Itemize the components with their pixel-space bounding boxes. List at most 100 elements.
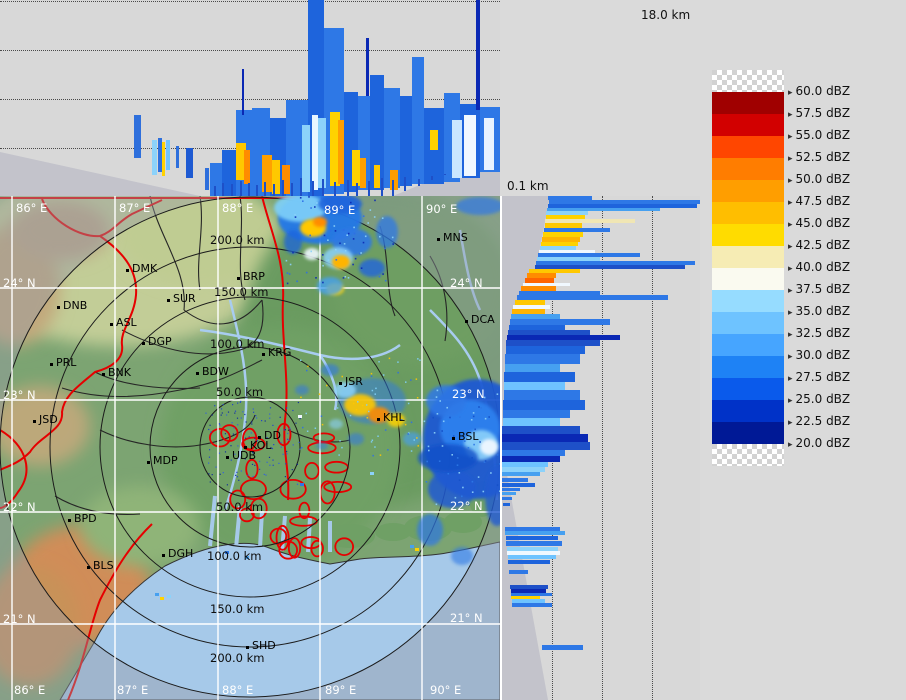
scale-swatch bbox=[712, 92, 784, 114]
arrow-icon: ▸ bbox=[788, 220, 793, 230]
longitude-label: 90° E bbox=[426, 202, 458, 216]
arrow-icon: ▸ bbox=[788, 198, 793, 208]
longitude-label: 88° E bbox=[222, 683, 254, 697]
echo-row bbox=[507, 551, 560, 555]
echo-row bbox=[548, 196, 592, 200]
arrow-icon: ▸ bbox=[788, 154, 793, 164]
echo-row bbox=[549, 200, 700, 204]
range-ring-label: 150.0 km bbox=[210, 602, 265, 616]
echo-column bbox=[384, 88, 400, 188]
echo-row bbox=[502, 426, 580, 434]
echo-row bbox=[527, 273, 556, 278]
echo-row bbox=[543, 232, 583, 237]
scale-threshold-label: ▸ 45.0 dBZ bbox=[788, 216, 851, 230]
scale-swatch bbox=[712, 400, 784, 422]
echo-row bbox=[529, 269, 580, 273]
city-label: KHL bbox=[383, 411, 405, 424]
scale-threshold-label: ▸ 25.0 dBZ bbox=[788, 392, 851, 406]
scale-swatch bbox=[712, 356, 784, 378]
scale-threshold-label: ▸ 47.5 dBZ bbox=[788, 194, 851, 208]
range-ring-label: 150.0 km bbox=[214, 285, 269, 299]
echo-column bbox=[390, 170, 398, 190]
arrow-icon: ▸ bbox=[788, 176, 793, 186]
echo-row bbox=[511, 314, 560, 319]
echo-column bbox=[318, 118, 326, 188]
longitude-label: 89° E bbox=[324, 203, 356, 217]
range-ring-label: 50.0 km bbox=[216, 500, 264, 514]
max-height-label: 18.0 km bbox=[641, 8, 691, 22]
city-marker bbox=[452, 437, 455, 440]
city-marker bbox=[57, 306, 60, 309]
height-gridline bbox=[602, 196, 603, 700]
echo-column bbox=[352, 150, 360, 186]
city-label: SUR bbox=[173, 292, 196, 305]
clutter-tooth bbox=[256, 185, 258, 196]
echo-row bbox=[503, 400, 585, 410]
clutter-tooth bbox=[356, 183, 358, 196]
clutter-tooth bbox=[392, 180, 394, 196]
echo-row bbox=[502, 450, 565, 456]
echo-row bbox=[504, 372, 575, 382]
echo-row bbox=[503, 410, 570, 418]
echo-row bbox=[510, 585, 548, 589]
scale-threshold-label: ▸ 42.5 dBZ bbox=[788, 238, 851, 252]
city-label: BNK bbox=[108, 366, 131, 379]
echo-row bbox=[511, 596, 540, 599]
range-ring-label: 50.0 km bbox=[216, 385, 264, 399]
scale-swatch bbox=[712, 202, 784, 224]
scale-swatch bbox=[712, 224, 784, 246]
city-marker bbox=[87, 566, 90, 569]
scale-swatch bbox=[712, 378, 784, 400]
echo-row bbox=[536, 261, 695, 265]
echo-row bbox=[544, 228, 610, 232]
city-label: KOL bbox=[250, 439, 272, 452]
echo-row bbox=[547, 208, 660, 211]
clutter-tooth bbox=[418, 179, 420, 186]
echo-row bbox=[502, 434, 588, 442]
arrow-icon: ▸ bbox=[788, 264, 793, 274]
city-label: DGP bbox=[148, 335, 172, 348]
city-label: JSR bbox=[345, 375, 363, 388]
city-label: ASL bbox=[116, 316, 137, 329]
echo-row bbox=[537, 257, 600, 261]
city-marker bbox=[258, 436, 261, 439]
scale-swatch bbox=[712, 70, 784, 92]
clutter-tooth bbox=[322, 179, 324, 196]
clutter-tooth bbox=[334, 182, 336, 196]
arrow-icon: ▸ bbox=[788, 88, 793, 98]
echo-row bbox=[538, 253, 640, 257]
echo-row bbox=[539, 250, 595, 253]
city-marker bbox=[68, 519, 71, 522]
city-label: DNB bbox=[63, 299, 88, 312]
echo-column bbox=[210, 163, 222, 196]
arrow-icon: ▸ bbox=[788, 330, 793, 340]
clutter-tooth bbox=[431, 176, 433, 180]
echo-row bbox=[511, 593, 552, 596]
city-marker bbox=[102, 373, 105, 376]
echo-row bbox=[502, 442, 590, 450]
scale-threshold-label: ▸ 30.0 dBZ bbox=[788, 348, 851, 362]
height-gridline bbox=[0, 50, 500, 51]
city-label: BPD bbox=[74, 512, 97, 525]
city-marker bbox=[126, 269, 129, 272]
city-label: BLS bbox=[93, 559, 114, 572]
latitude-label: 22° N bbox=[3, 500, 36, 514]
echo-row bbox=[505, 364, 560, 372]
echo-column bbox=[366, 38, 369, 96]
echo-column bbox=[484, 118, 494, 170]
side-height-profile-panel bbox=[500, 196, 702, 700]
city-label: BRP bbox=[243, 270, 265, 283]
echo-row bbox=[502, 483, 535, 487]
scale-threshold-label: ▸ 27.5 dBZ bbox=[788, 370, 851, 384]
echo-column bbox=[272, 160, 280, 194]
echo-column bbox=[360, 158, 366, 188]
city-marker bbox=[262, 353, 265, 356]
echo-column bbox=[370, 75, 384, 190]
echo-row bbox=[510, 319, 610, 325]
scale-swatch bbox=[712, 422, 784, 444]
echo-row bbox=[505, 527, 560, 531]
city-marker bbox=[226, 456, 229, 459]
clutter-tooth bbox=[264, 182, 266, 196]
clutter-tooth bbox=[214, 186, 216, 196]
city-label: KRG bbox=[268, 346, 292, 359]
